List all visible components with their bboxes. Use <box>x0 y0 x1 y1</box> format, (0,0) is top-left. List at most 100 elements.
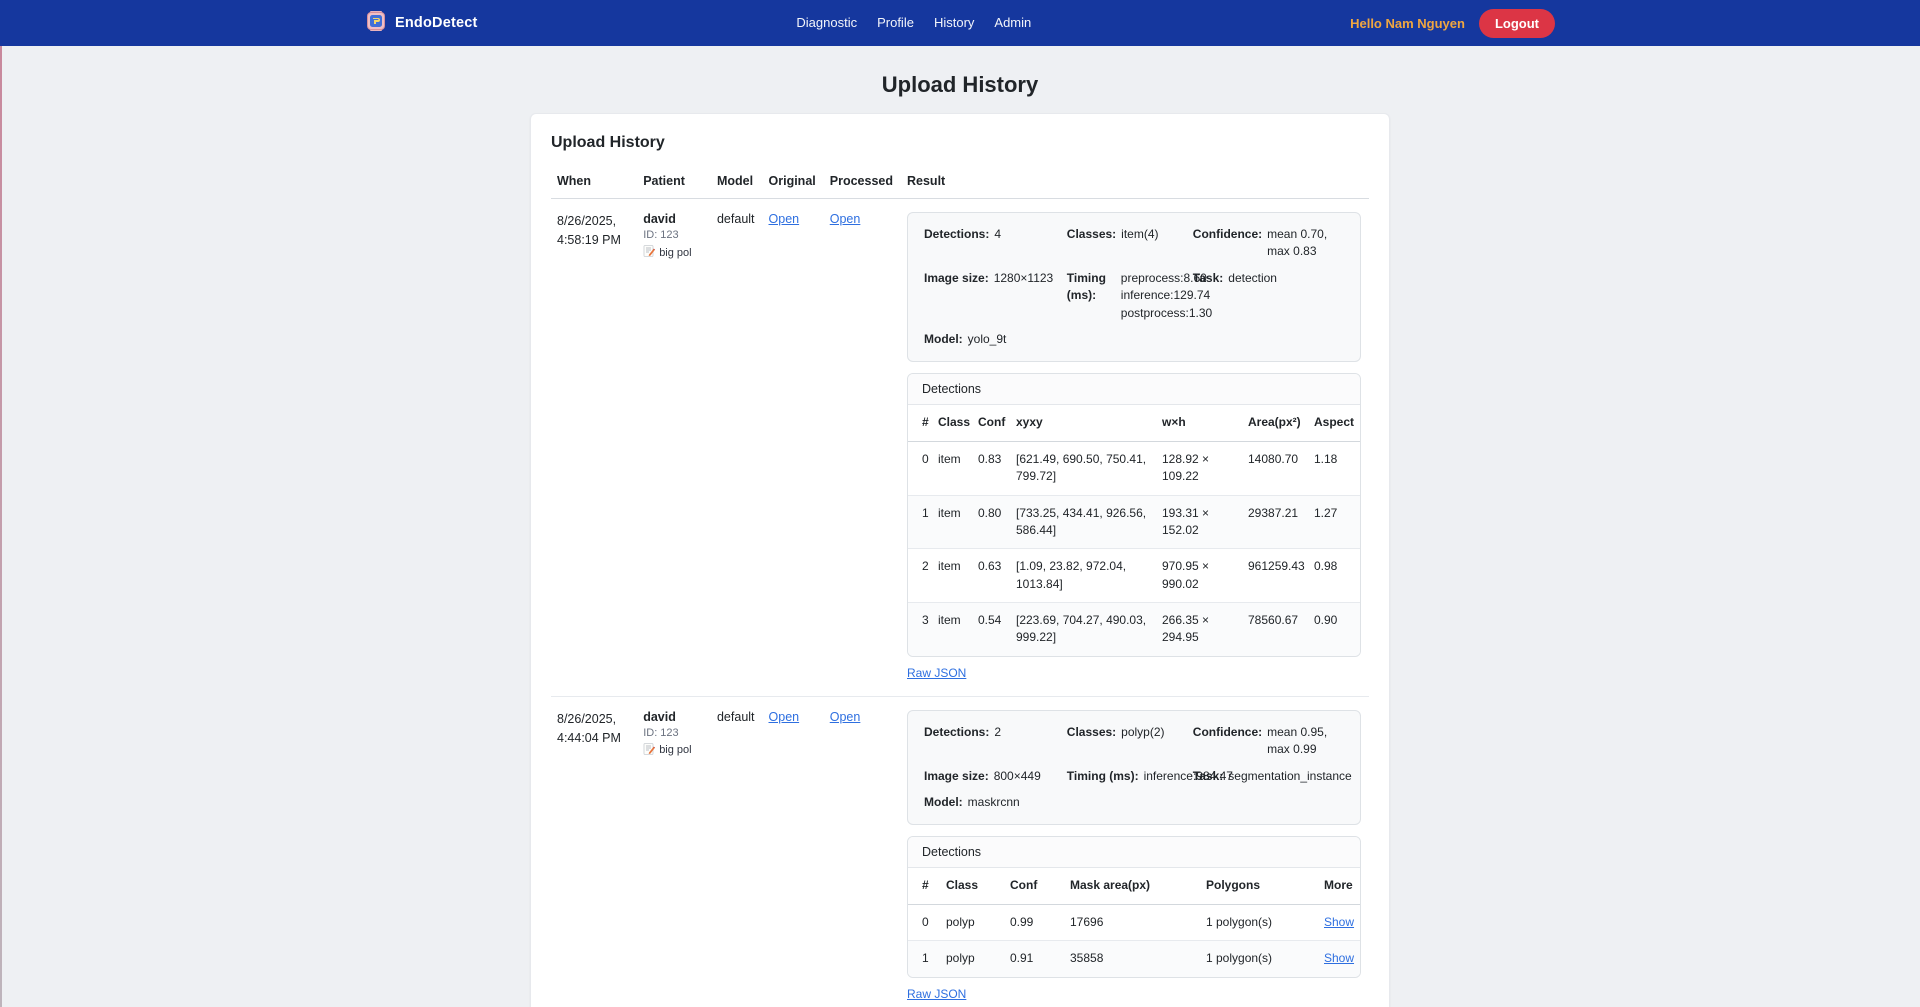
logout-button[interactable]: Logout <box>1478 8 1555 38</box>
confidence-value: mean 0.70, max 0.83 <box>1267 227 1328 259</box>
memo-icon <box>643 742 656 758</box>
show-link[interactable]: Show <box>1360 559 1361 573</box>
task-value: segmentation_instance <box>1228 768 1352 783</box>
det-col-mask-area: Mask area(px) <box>1070 868 1206 905</box>
patient-cell: david ID: 123 <box>637 198 711 697</box>
result-cell: Detections: 2 Classes: polyp(2) Confidence… <box>901 696 1369 1007</box>
timing-line: preprocess:8.60 <box>1120 270 1207 285</box>
timing-line: inference:129.74 <box>1120 288 1211 303</box>
det-col-class: Class <box>946 868 1010 905</box>
detections-panel: Detections # Class <box>907 836 1361 978</box>
detections-panel-title: Detections <box>908 837 1360 869</box>
patient-note: big pol <box>643 245 703 260</box>
timing-label: Timing (ms): <box>1066 270 1106 303</box>
page-title: Upload History <box>881 72 1039 97</box>
timing-line: postprocess:1.30 <box>1120 305 1213 320</box>
model-cell: default <box>710 198 763 697</box>
detections-label: Detections: <box>924 227 990 241</box>
original-open-link[interactable]: Open <box>768 212 800 226</box>
nav-item-diagnostic[interactable]: Diagnostic <box>796 15 858 30</box>
patient-id: ID: 123 <box>643 726 679 739</box>
det-col-xyxy: xyxy <box>1016 405 1162 442</box>
upload-history-card: Upload History When Patient Model Origin… <box>530 113 1390 1007</box>
raw-json-link[interactable]: Raw JSON <box>907 665 967 680</box>
confidence-label: Confidence: <box>1192 227 1263 241</box>
model-label: Model: <box>924 331 963 346</box>
when-cell: 8/26/2025, 4:58:19 PM <box>551 198 638 697</box>
table-row: 8/26/2025, 4:58:19 PM david ID: 123 <box>551 198 1369 697</box>
detections-panel-title: Detections <box>908 374 1360 406</box>
det-col-area: Area(px²) <box>1248 405 1314 442</box>
det-col-index: # <box>908 868 946 905</box>
brand-link[interactable]: EndoDetect <box>365 10 478 37</box>
col-header-processed: Processed <box>823 170 901 199</box>
model-cell: default <box>710 696 763 1007</box>
detection-row: 0 polyp 0.99 17696 1 polygon(s) Show <box>922 914 1355 929</box>
patient-note-text: big pol <box>659 246 692 259</box>
det-col-wxh: w×h <box>1162 405 1248 442</box>
original-open-link[interactable]: Open <box>768 709 800 724</box>
raw-json-link[interactable]: Raw JSON <box>907 986 967 1001</box>
classes-label: Classes: <box>1066 724 1117 739</box>
col-header-result: Result <box>901 170 1369 199</box>
col-header-patient: Patient <box>637 170 711 199</box>
timing-values: preprocess:8.60 inference:129.74 postpro… <box>1120 270 1213 322</box>
nav-item-profile[interactable]: Profile <box>877 15 914 30</box>
brand-device-icon <box>365 10 387 37</box>
result-summary: Detections: 4 Classes: item(4) Confidence:… <box>907 212 1361 363</box>
det-col-more: More <box>1324 868 1360 905</box>
image-size-label: Image size: <box>924 270 989 285</box>
brand-name: EndoDetect <box>395 15 478 31</box>
detections-value: 2 <box>994 724 1002 739</box>
det-col-conf: Conf <box>978 405 1016 442</box>
detection-row: 1 item 0.80 [733.25, 434.41, 926.56, 586.4… <box>908 494 1361 549</box>
detections-table: # Class Conf Mask area(px) Polygons More <box>908 868 1360 977</box>
user-greeting: Hello Nam Nguyen <box>1350 15 1465 31</box>
patient-note: big pol <box>643 742 703 758</box>
card-heading: Upload History <box>551 134 665 151</box>
nav-item-admin[interactable]: Admin <box>994 15 1032 30</box>
timing-values: inference:984.47 <box>1143 768 1233 783</box>
nav-links: Diagnostic Profile History Admin <box>478 14 1351 32</box>
result-summary: Detections: 2 Classes: polyp(2) Confidence… <box>907 709 1361 826</box>
model-value: maskrcnn <box>967 795 1020 810</box>
detections-label: Detections: <box>924 724 990 739</box>
history-table: When Patient Model Original Processed Re… <box>551 170 1369 1007</box>
processed-open-link[interactable]: Open <box>829 212 861 226</box>
task-label: Task: <box>1192 270 1224 285</box>
show-link[interactable]: Show <box>1360 452 1361 466</box>
det-col-conf: Conf <box>1010 868 1070 905</box>
show-link[interactable]: Show <box>1360 506 1361 520</box>
detection-row: 2 item 0.63 [1.09, 23.82, 972.04, 1013.84]… <box>908 548 1361 603</box>
col-header-model: Model <box>710 170 763 199</box>
show-link[interactable]: Show <box>1324 914 1355 929</box>
show-link[interactable]: Show <box>1360 613 1361 627</box>
classes-value: polyp(2) <box>1121 724 1165 739</box>
patient-id: ID: 123 <box>643 229 679 241</box>
model-value: yolo_9t <box>967 331 1007 346</box>
model-label: Model: <box>924 795 963 810</box>
task-value: detection <box>1228 270 1277 285</box>
patient-name: david <box>643 212 676 226</box>
det-col-polygons: Polygons <box>1206 868 1324 905</box>
image-size-value: 800×449 <box>993 768 1041 783</box>
confidence-label: Confidence: <box>1192 724 1263 739</box>
detections-panel: Detections # Class <box>907 373 1361 657</box>
processed-open-link[interactable]: Open <box>829 709 861 724</box>
detections-value: 4 <box>994 227 1002 241</box>
det-col-aspect: Aspect <box>1314 405 1360 442</box>
det-col-index: # <box>908 405 938 442</box>
confidence-value: mean 0.95, max 0.99 <box>1267 724 1328 757</box>
nav-item-history[interactable]: History <box>933 15 975 30</box>
task-label: Task: <box>1192 768 1224 783</box>
table-row: 8/26/2025, 4:44:04 PM david ID: 123 <box>551 696 1369 1007</box>
col-header-original: Original <box>762 170 824 199</box>
detections-table: # Class Conf xyxy w×h Area(px²) Aspect M… <box>908 405 1360 656</box>
classes-value: item(4) <box>1121 227 1159 241</box>
show-link[interactable]: Show <box>1324 951 1355 966</box>
patient-cell: david ID: 123 <box>637 696 711 1007</box>
patient-name: david <box>643 709 676 724</box>
detection-row: 0 item 0.83 [621.49, 690.50, 750.41, 799.7… <box>908 441 1360 495</box>
image-size-label: Image size: <box>924 768 989 783</box>
